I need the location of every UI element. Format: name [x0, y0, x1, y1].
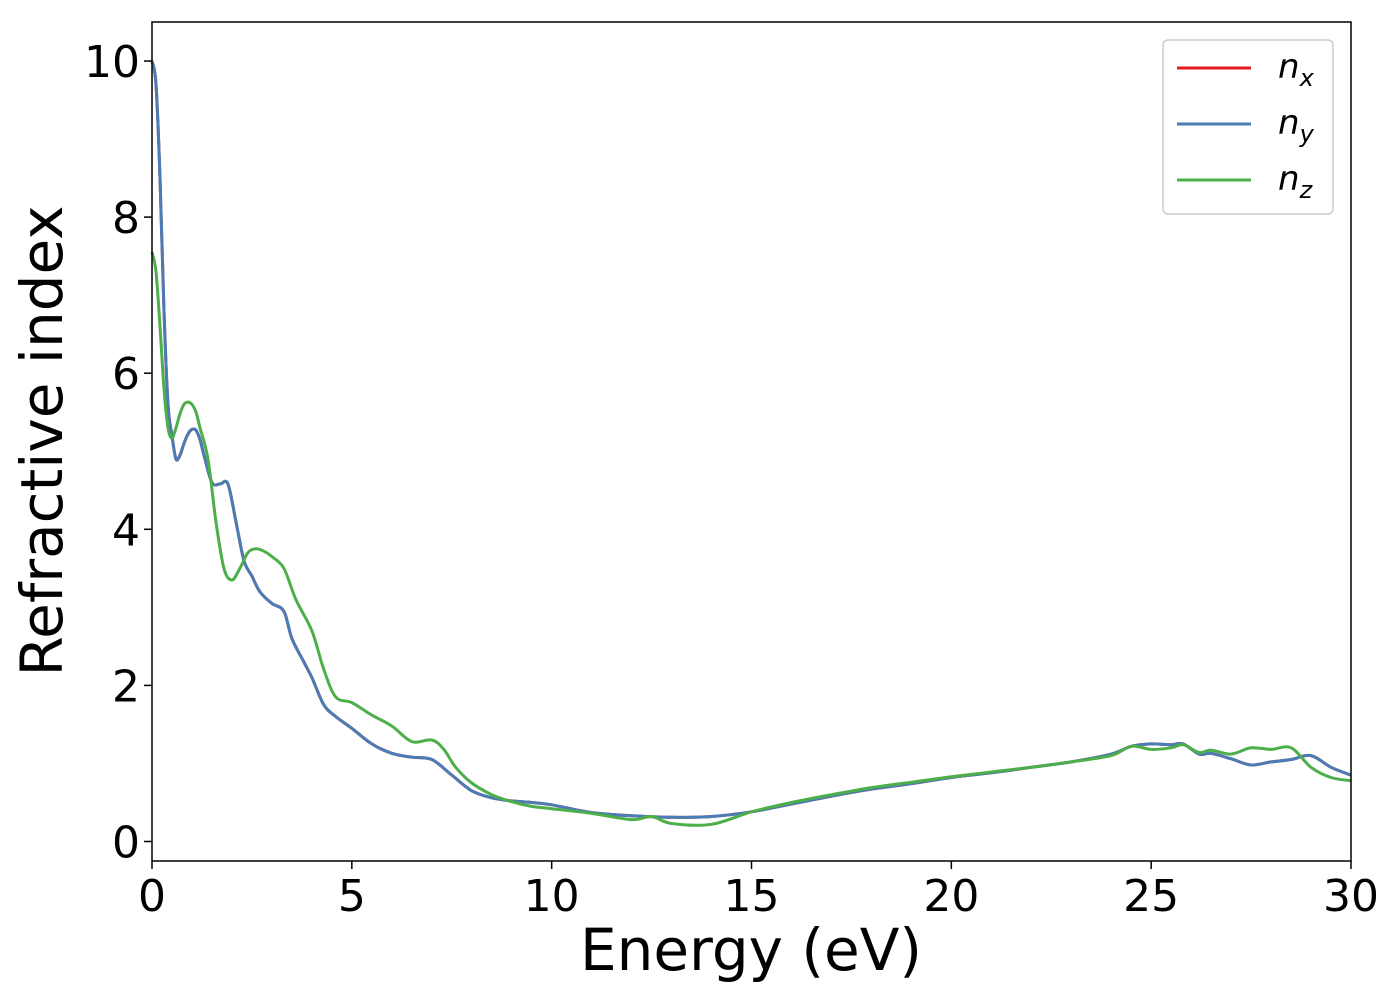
plot-lines	[150, 60, 1352, 827]
legend-label-y: ny	[1278, 103, 1315, 148]
x-tick-label: 25	[1123, 871, 1179, 922]
y-axis-ticks: 0 2 4 6 8 10	[84, 37, 152, 868]
y-tick-label: 4	[112, 505, 140, 556]
y-tick-label: 2	[112, 661, 140, 712]
y-tick-label: 0	[112, 817, 140, 868]
x-tick-label: 30	[1323, 871, 1379, 922]
y-tick-label: 6	[112, 349, 140, 400]
series-line-z	[150, 251, 1352, 827]
y-tick-label: 8	[112, 193, 140, 244]
x-axis-ticks: 0 5 10 15 20 25 30	[138, 861, 1379, 922]
y-axis-title: Refractive index	[8, 205, 76, 676]
x-tick-label: 10	[524, 871, 580, 922]
y-tick-label: 10	[84, 37, 140, 88]
legend: nx ny nz	[1162, 39, 1334, 215]
x-axis-title: Energy (eV)	[580, 916, 922, 984]
x-tick-label: 20	[923, 871, 979, 922]
x-tick-label: 0	[138, 871, 166, 922]
x-tick-label: 15	[724, 871, 780, 922]
x-tick-label: 5	[338, 871, 366, 922]
series-line-y	[150, 60, 1352, 819]
legend-box	[1162, 39, 1334, 215]
legend-label-x: nx	[1278, 47, 1315, 92]
legend-label-z: nz	[1278, 159, 1314, 204]
